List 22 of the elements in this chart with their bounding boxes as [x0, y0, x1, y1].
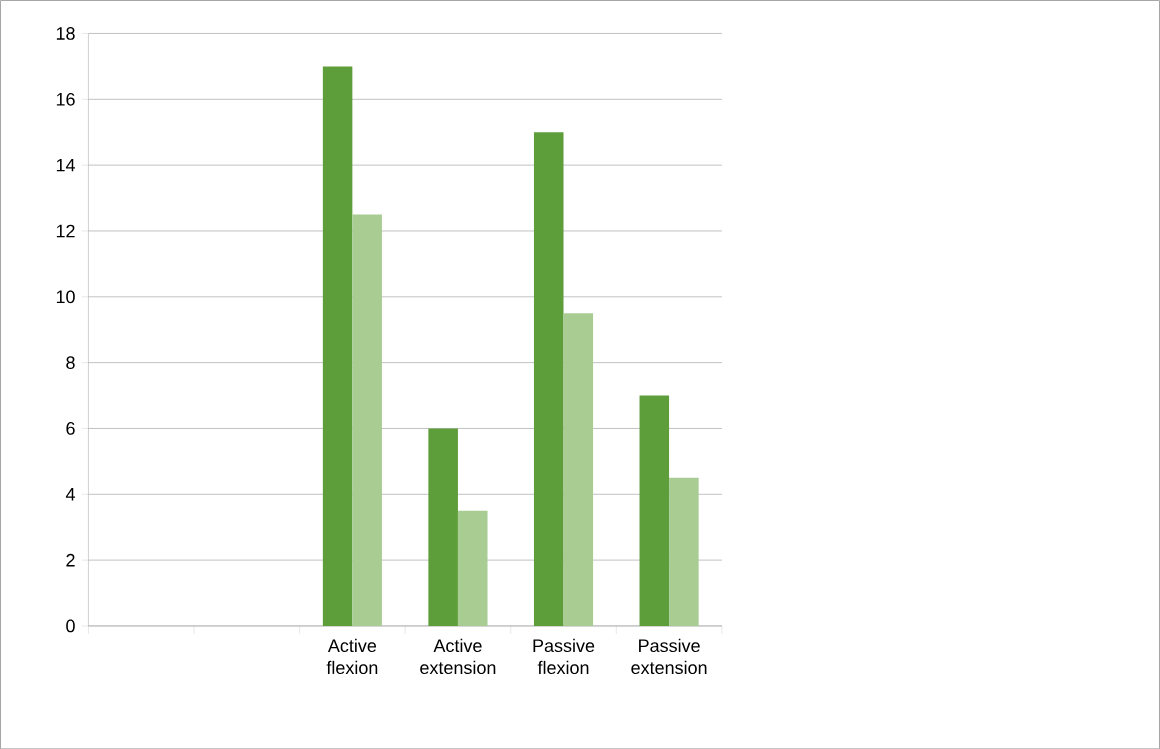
- x-tick-label: Active extension: [420, 638, 496, 674]
- y-tick-label: 8: [66, 356, 75, 369]
- y-tick-label: 16: [56, 92, 75, 106]
- y-tick-label: 0: [66, 619, 75, 633]
- x-tick-label: Passive extension: [631, 638, 707, 674]
- y-tick-label: 18: [56, 26, 75, 40]
- bar: [352, 214, 382, 626]
- y-tick-label: 14: [56, 158, 75, 172]
- y-tick-label: 4: [65, 487, 75, 501]
- bar: [639, 395, 670, 626]
- bar: [533, 132, 564, 626]
- y-tick-label: 12: [56, 224, 75, 238]
- x-tick-label: Active flexion: [326, 638, 378, 674]
- y-tick-label: 10: [56, 290, 75, 303]
- y-tick-label: 6: [66, 421, 75, 435]
- x-tick-label: Passive flexion: [533, 638, 595, 674]
- bar: [669, 477, 699, 626]
- y-tick-label: 2: [66, 553, 75, 567]
- bar: [322, 66, 353, 626]
- bar: [457, 510, 488, 626]
- bar: [563, 313, 594, 626]
- bar: [428, 428, 458, 626]
